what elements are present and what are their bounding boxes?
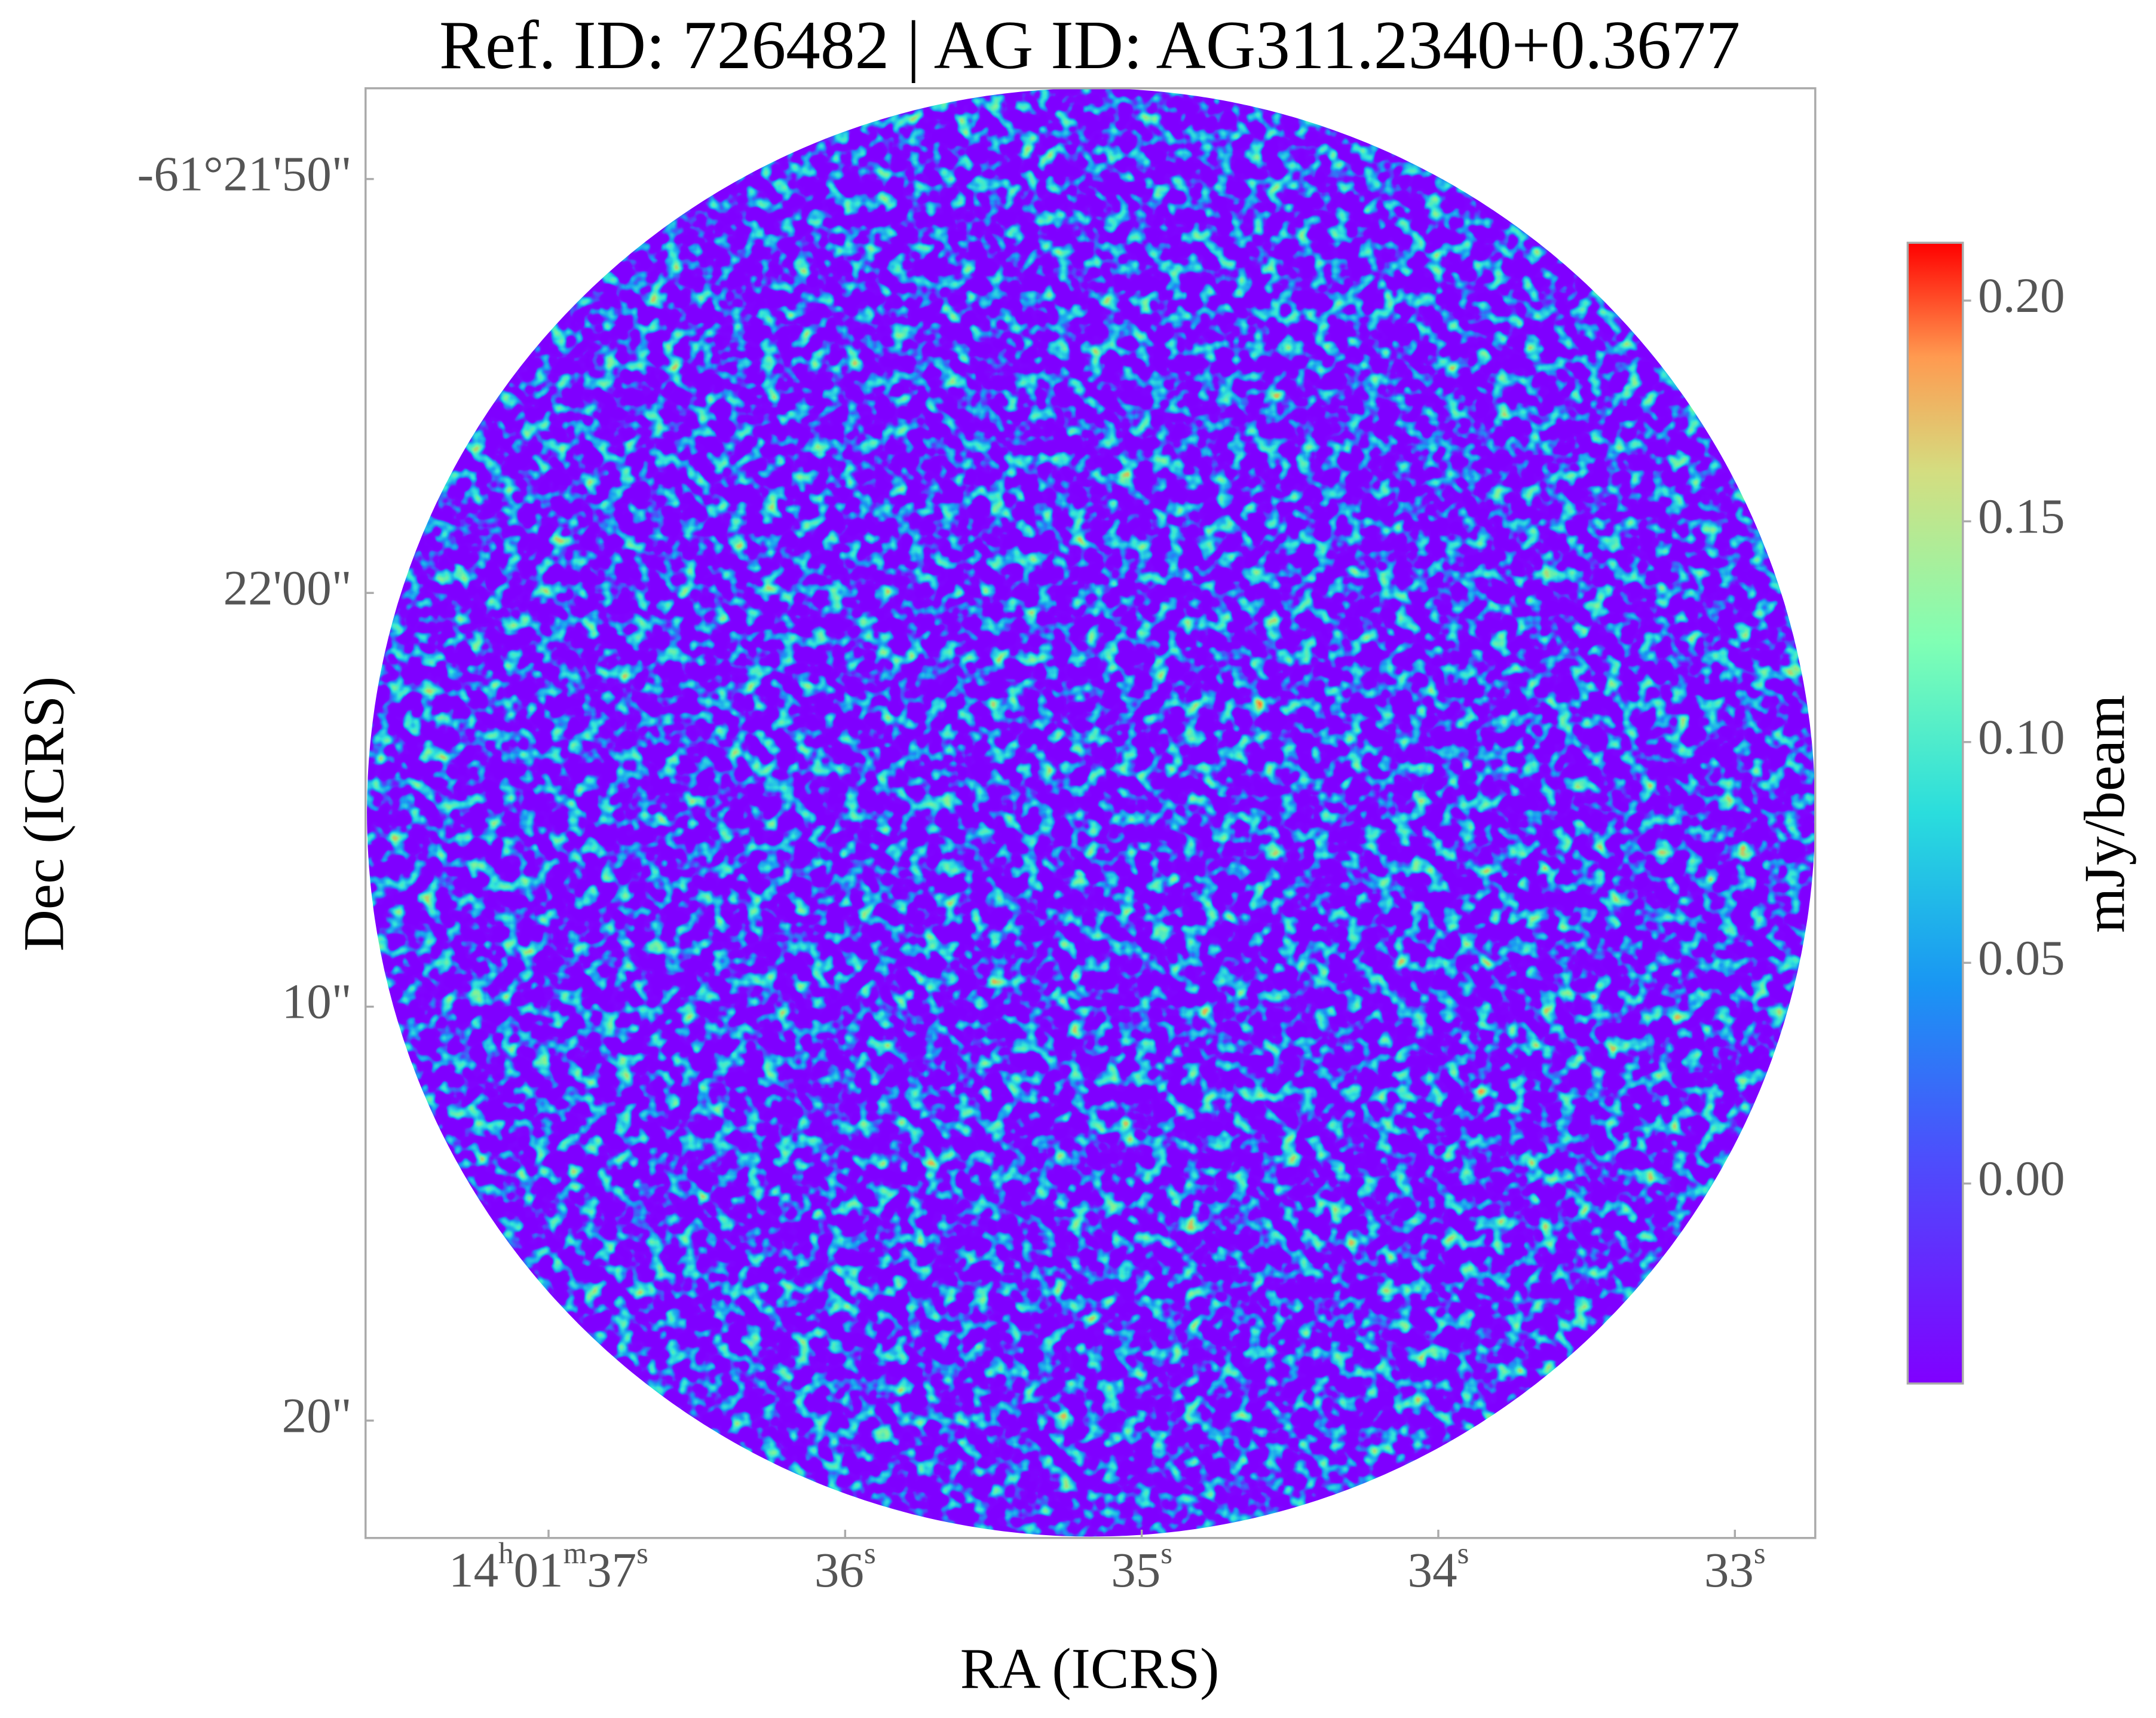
colorbar-tick-label: 0.05 [1978,930,2065,985]
x-tick-label: 36s [814,1536,876,1597]
colorbar-tick-label: 0.10 [1978,709,2065,764]
y-tick-label: 22'00" [223,560,352,615]
colorbar-tick-label: 0.20 [1978,268,2065,323]
chart-title: Ref. ID: 726482 | AG ID: AG311.2340+0.36… [439,7,1740,83]
tick-number: 34 [1408,1542,1457,1597]
y-tick-label: -61°21'50" [137,146,352,201]
plot-frame [365,87,1817,1539]
colorbar [1906,241,1964,1385]
tick-number: 35 [1111,1542,1160,1597]
unit-superscript: s [864,1536,876,1569]
y-tick-label: 10" [282,974,352,1029]
unit-superscript: s [1160,1536,1172,1569]
tick-number: 01 [514,1542,564,1597]
tick-number: 33 [1704,1542,1754,1597]
tick-number: 14 [449,1542,498,1597]
unit-superscript: h [498,1536,513,1569]
colorbar-tick-label: 0.15 [1978,488,2065,543]
unit-superscript: s [1457,1536,1469,1569]
colorbar-tick-label: 0.00 [1978,1151,2065,1206]
image-disk [367,88,1815,1537]
tick-number: 37 [587,1542,636,1597]
y-tick-label: 20" [282,1388,352,1443]
y-axis-label: Dec (ICRS) [11,676,75,951]
unit-superscript: m [564,1536,587,1569]
x-tick-label: 33s [1704,1536,1766,1597]
tick-number: 36 [814,1542,864,1597]
x-tick-label: 14h01m37s [449,1536,648,1597]
unit-superscript: s [636,1536,648,1569]
unit-superscript: s [1754,1536,1766,1569]
noise-map [367,88,1815,1537]
x-axis-label: RA (ICRS) [960,1637,1220,1701]
x-tick-label: 34s [1408,1536,1469,1597]
colorbar-label: mJy/beam [2072,695,2136,933]
x-tick-label: 35s [1111,1536,1172,1597]
